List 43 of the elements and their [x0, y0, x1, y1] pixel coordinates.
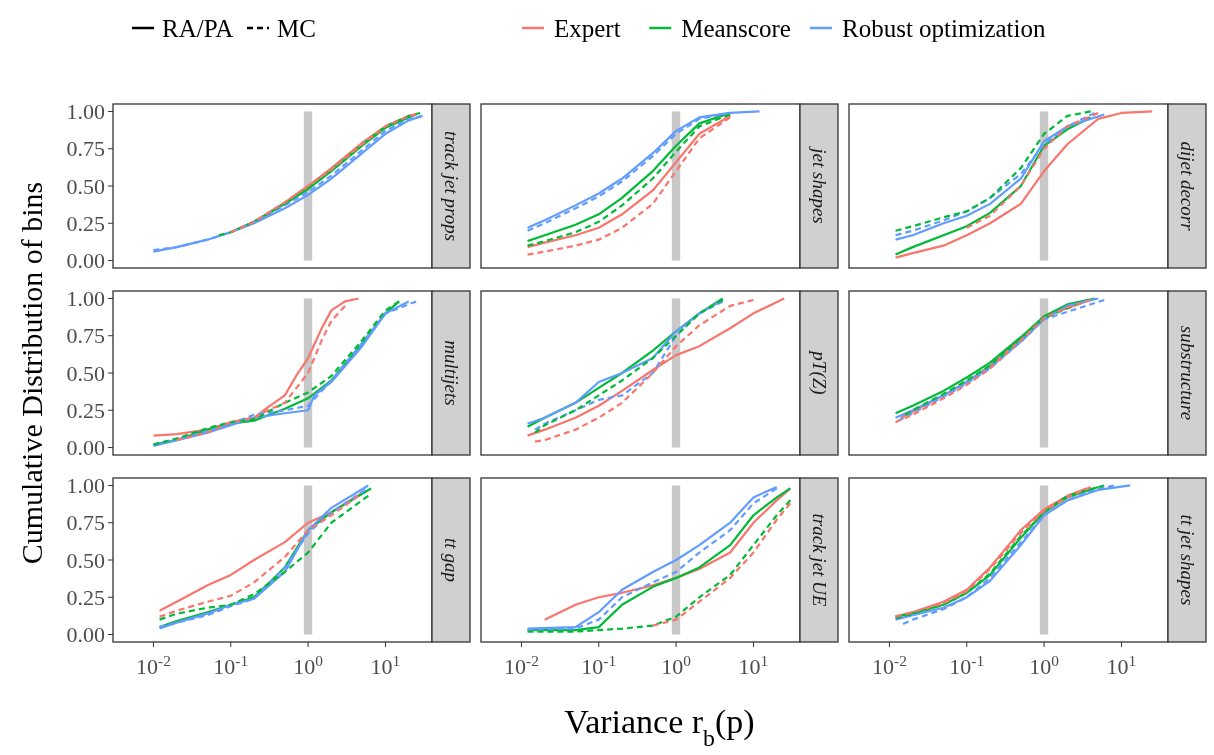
x-tick-label: 10$^{0}$ [1029, 651, 1060, 679]
x-tick-label: 10$^{-2}$ [872, 651, 907, 679]
x-tick-label: 10$^{1}$ [738, 651, 769, 679]
y-tick-label: 0.75 [66, 323, 105, 349]
text: dijet decorr [1176, 141, 1198, 232]
text: RA/PA [162, 14, 234, 42]
x-tick-label: 10$^{1}$ [1106, 651, 1137, 679]
text: multijets [440, 340, 462, 406]
y-tick-label: 0.25 [66, 584, 105, 610]
x-tick-label: 10$^{0}$ [293, 651, 324, 679]
text: jet shapes [808, 145, 830, 224]
y-tick-label: 1.00 [66, 472, 105, 498]
text: tt jet shapes [1176, 514, 1198, 606]
x-tick-label: 10$^{0}$ [661, 651, 692, 679]
y-tick-label: 0.50 [66, 360, 105, 386]
x-tick-label: 10$^{1}$ [370, 651, 401, 679]
legend-label: Meanscore [681, 14, 791, 42]
x-tick-label: 10$^{-2}$ [504, 651, 539, 679]
x-tick-label: 10$^{-2}$ [136, 651, 171, 679]
text: track jet UE [808, 513, 830, 607]
y-tick-label: 1.00 [66, 98, 105, 124]
legend-label: Expert [554, 14, 621, 42]
y-tick-label: 0.00 [66, 622, 105, 648]
y-tick-label: 0.25 [66, 397, 105, 423]
text: tt gap [440, 538, 462, 582]
y-axis-title: Cumulative Distribution of bins [15, 181, 48, 565]
x-tick-label: 10$^{-1}$ [949, 651, 985, 679]
x-tick-label: 10$^{-1}$ [581, 651, 617, 679]
text: MC [277, 14, 316, 42]
text: track jet props [440, 130, 462, 242]
x-tick-label: 10$^{-1}$ [213, 651, 249, 679]
x-axis-title: Variance r$_{b}$(p) [564, 703, 755, 751]
legend-label: Robust optimization [842, 14, 1046, 42]
y-tick-label: 0.75 [66, 136, 105, 162]
y-tick-label: 0.00 [66, 435, 105, 461]
text: substructure [1176, 325, 1198, 421]
y-tick-label: 1.00 [66, 285, 105, 311]
y-tick-label: 0.75 [66, 510, 105, 536]
y-tick-label: 0.00 [66, 248, 105, 274]
text: pT(Z) [807, 349, 830, 395]
y-tick-label: 0.50 [66, 547, 105, 573]
y-tick-label: 0.50 [66, 173, 105, 199]
y-tick-label: 0.25 [66, 210, 105, 236]
